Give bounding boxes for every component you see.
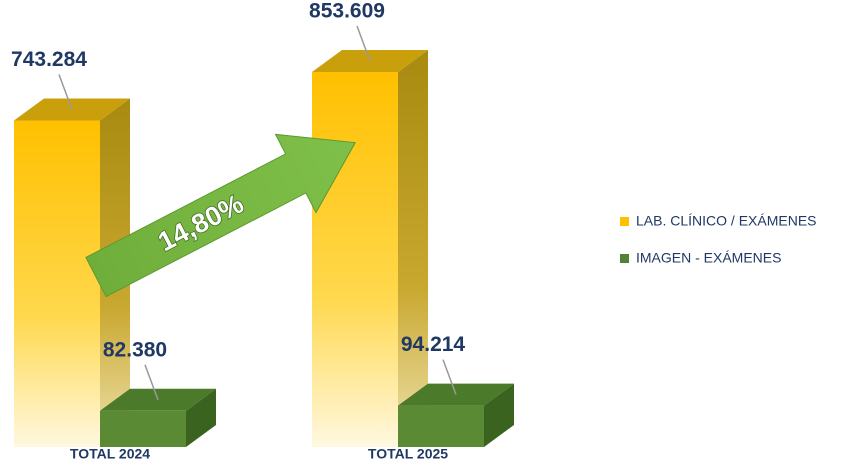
bar-front <box>312 72 398 447</box>
bar-front <box>100 410 186 447</box>
leader-line <box>356 25 371 62</box>
legend-label: IMAGEN - EXÁMENES <box>636 250 781 266</box>
x-tick-label: TOTAL 2025 <box>368 446 448 462</box>
bar <box>14 98 130 447</box>
bar <box>100 388 216 447</box>
legend-swatch <box>620 217 629 226</box>
legend-swatch <box>620 254 629 263</box>
leader-line <box>442 359 457 395</box>
leader-line <box>144 364 159 401</box>
value-label: 82.380 <box>103 338 167 361</box>
value-label: 94.214 <box>401 333 466 356</box>
bar-front <box>398 405 484 447</box>
bar-side <box>186 388 216 447</box>
legend-label: LAB. CLÍNICO / EXÁMENES <box>636 213 817 229</box>
leader-line <box>58 74 73 110</box>
x-tick-label: TOTAL 2024 <box>70 446 150 462</box>
bar-front <box>14 120 100 447</box>
value-label: 743.284 <box>11 48 87 71</box>
value-label: 853.609 <box>309 0 385 23</box>
bar-side <box>484 383 514 447</box>
bar <box>312 50 428 447</box>
bar-side <box>398 50 428 447</box>
